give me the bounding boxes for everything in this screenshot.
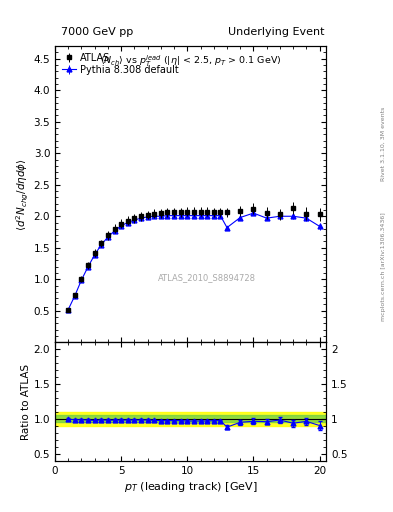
Text: 7000 GeV pp: 7000 GeV pp (61, 27, 133, 37)
Text: Underlying Event: Underlying Event (228, 27, 324, 37)
Bar (55, 416, 326, 422)
Y-axis label: $\langle d^2 N_{chg}/d\eta d\phi \rangle$: $\langle d^2 N_{chg}/d\eta d\phi \rangle… (15, 158, 31, 230)
X-axis label: $p_T$ (leading track) [GeV]: $p_T$ (leading track) [GeV] (124, 480, 257, 494)
Text: $\langle N_{ch} \rangle$ vs $p_T^{lead}$ ($|\eta|$ < 2.5, $p_T$ > 0.1 GeV): $\langle N_{ch} \rangle$ vs $p_T^{lead}$… (100, 53, 281, 69)
Legend: ATLAS, Pythia 8.308 default: ATLAS, Pythia 8.308 default (60, 51, 181, 77)
Bar (55, 412, 326, 426)
Text: Rivet 3.1.10, 3M events: Rivet 3.1.10, 3M events (381, 106, 386, 181)
Y-axis label: Ratio to ATLAS: Ratio to ATLAS (21, 364, 31, 440)
Text: mcplots.cern.ch [arXiv:1306.3436]: mcplots.cern.ch [arXiv:1306.3436] (381, 212, 386, 321)
Text: ATLAS_2010_S8894728: ATLAS_2010_S8894728 (158, 272, 256, 282)
